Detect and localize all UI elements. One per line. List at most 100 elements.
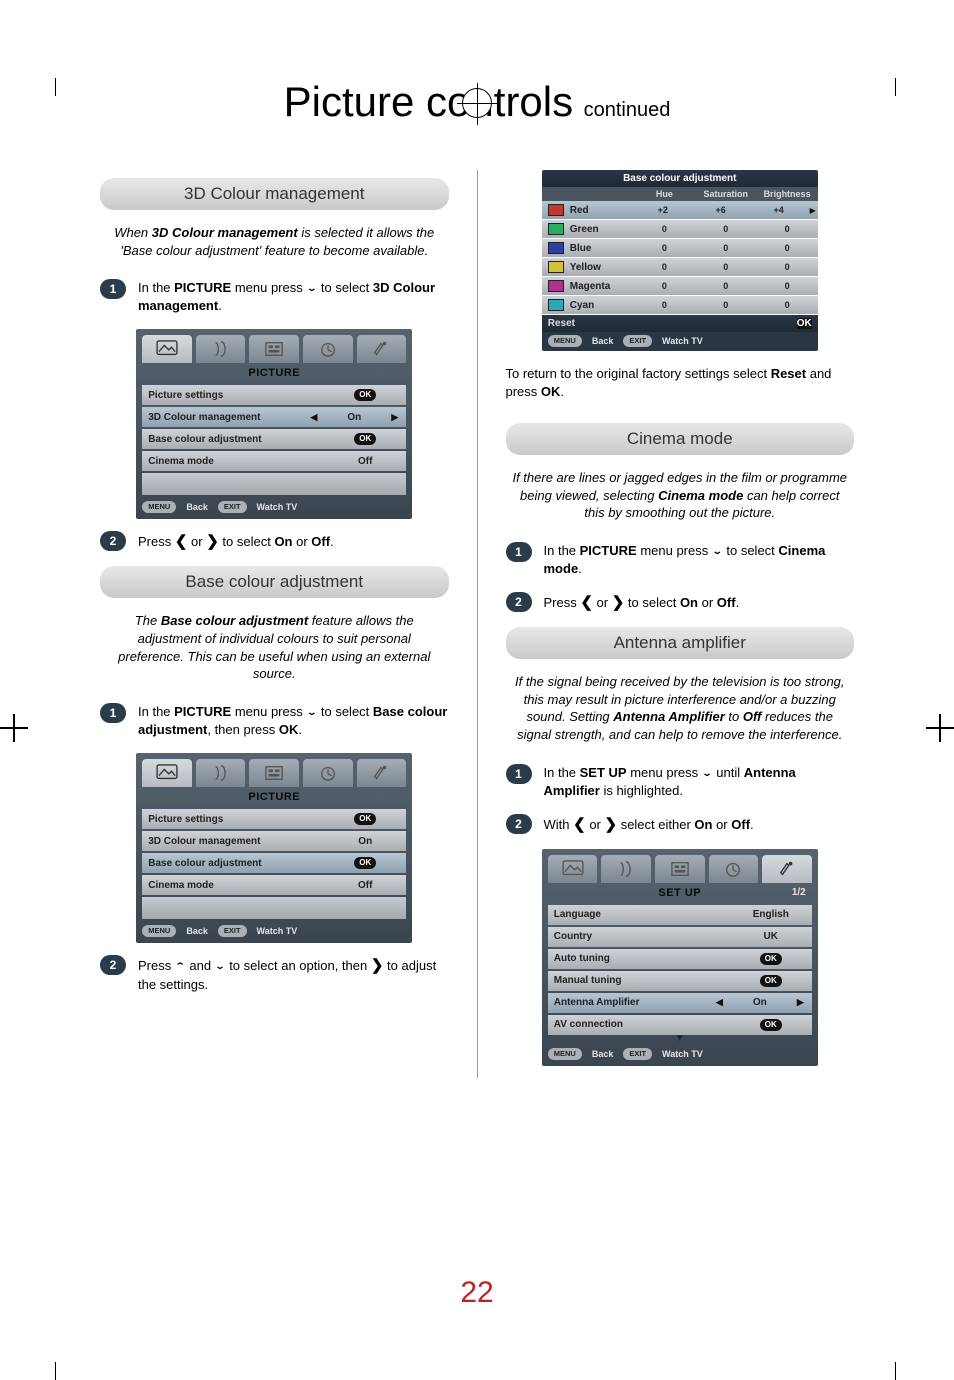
section-header-antenna: Antenna amplifier (506, 627, 855, 659)
osd-title: SET UP (542, 883, 818, 905)
step-number: 2 (100, 531, 126, 551)
table-row: Magenta000 (542, 277, 818, 295)
osd-row-cinema: Cinema modeOff (142, 451, 406, 471)
chevron-down-icon (215, 960, 226, 973)
osd-setup-panel: SET UP 1/2 LanguageEnglish CountryUK Aut… (542, 849, 818, 1066)
page-number: 22 (0, 1276, 954, 1310)
title-main: Picture controls (284, 78, 573, 125)
osd-tab-setup-icon (357, 759, 407, 787)
triangle-right-icon: ▶ (389, 412, 400, 423)
intro-base: The Base colour adjustment feature allow… (100, 612, 449, 696)
registration-mark (462, 88, 492, 118)
osd-picture-panel-2: PICTURE Picture settingsOK 3D Colour man… (136, 753, 412, 943)
step-number: 2 (100, 955, 126, 975)
step-base-1: 1 In the PICTURE menu press to select Ba… (100, 703, 449, 739)
osd-row: Base colour adjustmentOK (142, 853, 406, 873)
registration-mark (0, 714, 28, 742)
step-number: 2 (506, 814, 532, 834)
osd-tab-sound-icon (601, 855, 651, 883)
title-sub: continued (584, 99, 671, 121)
crop-mark (55, 78, 56, 96)
osd-row-base-adj: Base colour adjustmentOK (142, 429, 406, 449)
step-antenna-1: 1 In the SET UP menu press until Antenna… (506, 764, 855, 800)
table-row: Green000 (542, 220, 818, 238)
step-number: 1 (100, 703, 126, 723)
chevron-down-icon (712, 545, 723, 558)
crop-mark (895, 78, 896, 96)
table-header-row: Hue Saturation Brightness (542, 187, 818, 201)
chevron-down-icon (306, 282, 317, 295)
reset-note: To return to the original factory settin… (506, 363, 855, 415)
intro-3d: When 3D Colour management is selected it… (100, 224, 449, 273)
chevron-up-icon (175, 960, 186, 973)
osd-row-3d-colour: 3D Colour management◀On▶ (142, 407, 406, 427)
osd-row: AV connectionOK (548, 1015, 812, 1035)
section-header-3d: 3D Colour management (100, 178, 449, 210)
osd-tab-sound-icon (196, 335, 246, 363)
table-title: Base colour adjustment (542, 170, 818, 187)
intro-antenna: If the signal being received by the tele… (506, 673, 855, 757)
left-column: 3D Colour management When 3D Colour mana… (100, 170, 449, 1078)
step-base-2: 2 Press and to select an option, then ❯ … (100, 955, 449, 994)
osd-footer: MENUBack EXITWatch TV (136, 497, 412, 519)
osd-tab-timer-icon (709, 855, 759, 883)
osd-tab-feature-icon (655, 855, 705, 883)
osd-page-indicator: 1/2 (792, 887, 806, 898)
osd-tab-picture-icon (142, 335, 192, 363)
osd-tab-timer-icon (303, 759, 353, 787)
crop-mark (55, 1362, 56, 1380)
chevron-down-icon (306, 705, 317, 718)
osd-footer: MENUBack EXITWatch TV (542, 332, 818, 351)
crop-mark (895, 1362, 896, 1380)
step-number: 1 (506, 764, 532, 784)
angle-left-icon: ❮ (175, 533, 188, 550)
osd-footer: MENUBack EXITWatch TV (136, 921, 412, 943)
osd-tab-picture-icon (548, 855, 598, 883)
osd-row: 3D Colour managementOn (142, 831, 406, 851)
registration-mark (926, 714, 954, 742)
angle-right-icon: ❯ (206, 533, 219, 550)
osd-tab-timer-icon (303, 335, 353, 363)
osd-row: CountryUK (548, 927, 812, 947)
section-header-cinema: Cinema mode (506, 423, 855, 455)
step-number: 2 (506, 592, 532, 612)
osd-tab-picture-icon (142, 759, 192, 787)
intro-cinema: If there are lines or jagged edges in th… (506, 469, 855, 536)
table-reset-row: ResetOK (542, 315, 818, 332)
step-3d-2: 2 Press ❮ or ❯ to select On or Off. (100, 531, 449, 552)
angle-right-icon: ❯ (371, 957, 384, 974)
step-3d-1: 1 In the PICTURE menu press to select 3D… (100, 279, 449, 315)
osd-colour-table: Base colour adjustment Hue Saturation Br… (542, 170, 818, 351)
step-number: 1 (506, 542, 532, 562)
table-row: Yellow000 (542, 258, 818, 276)
osd-row: Cinema modeOff (142, 875, 406, 895)
osd-tab-setup-icon (762, 855, 812, 883)
step-number: 1 (100, 279, 126, 299)
step-cinema-2: 2 Press ❮ or ❯ to select On or Off. (506, 592, 855, 613)
osd-row-picture-settings: Picture settingsOK (142, 385, 406, 405)
osd-row: Auto tuningOK (548, 949, 812, 969)
column-divider (477, 170, 478, 1078)
table-row: Cyan000 (542, 296, 818, 314)
step-cinema-1: 1 In the PICTURE menu press to select Ci… (506, 542, 855, 578)
triangle-left-icon: ◀ (308, 412, 319, 423)
osd-row: Antenna Amplifier◀On▶ (548, 993, 812, 1013)
section-header-base: Base colour adjustment (100, 566, 449, 598)
osd-tab-feature-icon (249, 759, 299, 787)
osd-tab-setup-icon (357, 335, 407, 363)
osd-row: LanguageEnglish (548, 905, 812, 925)
osd-row: Picture settingsOK (142, 809, 406, 829)
osd-title: PICTURE (136, 363, 412, 385)
osd-row: Manual tuningOK (548, 971, 812, 991)
osd-picture-panel: PICTURE Picture settingsOK 3D Colour man… (136, 329, 412, 519)
osd-title: PICTURE (136, 787, 412, 809)
right-column: Base colour adjustment Hue Saturation Br… (506, 170, 855, 1078)
table-row: Blue000 (542, 239, 818, 257)
osd-tab-feature-icon (249, 335, 299, 363)
step-antenna-2: 2 With ❮ or ❯ select either On or Off. (506, 814, 855, 835)
chevron-down-icon (702, 766, 713, 779)
more-below-icon: ▼ (542, 1033, 818, 1044)
table-row: Red+2+6+4▶ (542, 201, 818, 219)
osd-footer: MENUBack EXITWatch TV (542, 1044, 818, 1066)
osd-tab-sound-icon (196, 759, 246, 787)
